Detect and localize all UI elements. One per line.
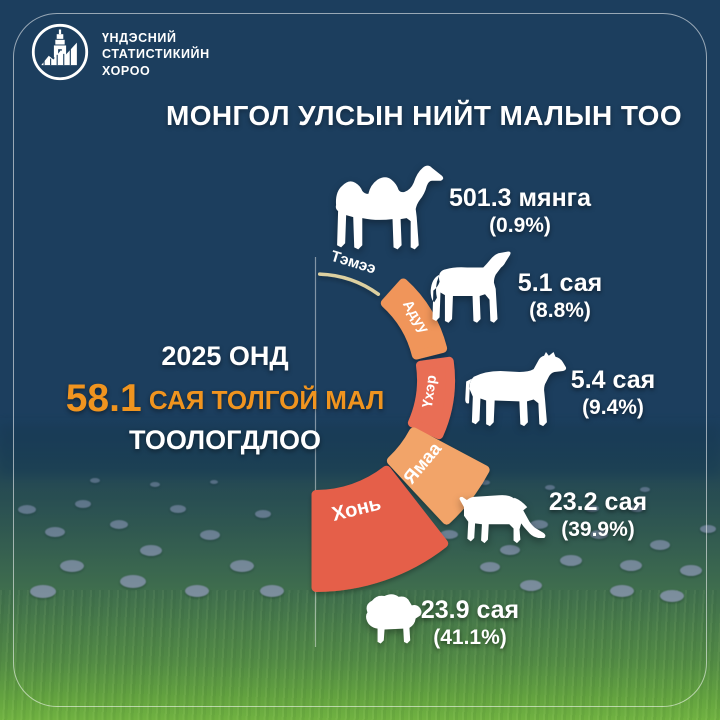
headline-total-number: 58.1 [65,377,142,420]
headline-year: 2025 ОНД [161,341,289,371]
value-goat-percent: (39.9%) [561,518,635,541]
value-horse-count: 5.1 сая [517,269,603,297]
value-horse: 5.1 сая (8.8%) [470,269,650,323]
value-goat: 23.2 сая (39.9%) [508,488,688,542]
value-camel-percent: (0.9%) [489,214,551,237]
org-name: ҮНДЭСНИЙ СТАТИСТИКИЙН ХОРОО [102,30,210,79]
segment-camel-arc [317,272,381,296]
org-name-line2: СТАТИСТИКИЙН [102,47,210,62]
value-camel: 501.3 мянга (0.9%) [430,184,610,238]
sheep-icon [358,589,422,645]
value-sheep-count: 23.9 сая [420,596,520,624]
value-goat-count: 23.2 сая [548,488,648,516]
value-sheep-percent: (41.1%) [433,626,507,649]
goat-icon [458,486,552,554]
org-logo-block: ҮНДЭСНИЙ СТАТИСТИКИЙН ХОРОО [30,22,210,87]
segment-sheep [311,465,449,592]
value-sheep: 23.9 сая (41.1%) [380,596,560,650]
value-horse-percent: (8.8%) [529,299,591,322]
horse-icon [428,249,526,327]
nso-logo-icon [30,22,90,87]
headline-total: 58.1 САЯ ТОЛГОЙ МАЛ [58,377,392,421]
cattle-icon [462,352,572,428]
value-camel-count: 501.3 мянга [448,184,591,212]
value-cattle: 5.4 сая (9.4%) [523,366,703,420]
org-name-line1: ҮНДЭСНИЙ [102,31,177,46]
org-name-line3: ХОРОО [102,63,151,78]
segment-horse [380,278,448,360]
page-title: МОНГОЛ УЛСЫН НИЙТ МАЛЫН ТОО [165,100,683,131]
segment-cattle [407,356,456,440]
headline-counted: ТООЛОГДЛОО [129,425,321,455]
headline-total-units: САЯ ТОЛГОЙ МАЛ [141,385,385,415]
value-cattle-percent: (9.4%) [582,396,644,419]
segment-label-cattle: Үхэр [420,374,440,409]
camel-icon [326,160,452,254]
value-cattle-count: 5.4 сая [570,366,656,394]
headline-block: 2025 ОНД 58.1 САЯ ТОЛГОЙ МАЛ ТООЛОГДЛОО [58,341,392,456]
